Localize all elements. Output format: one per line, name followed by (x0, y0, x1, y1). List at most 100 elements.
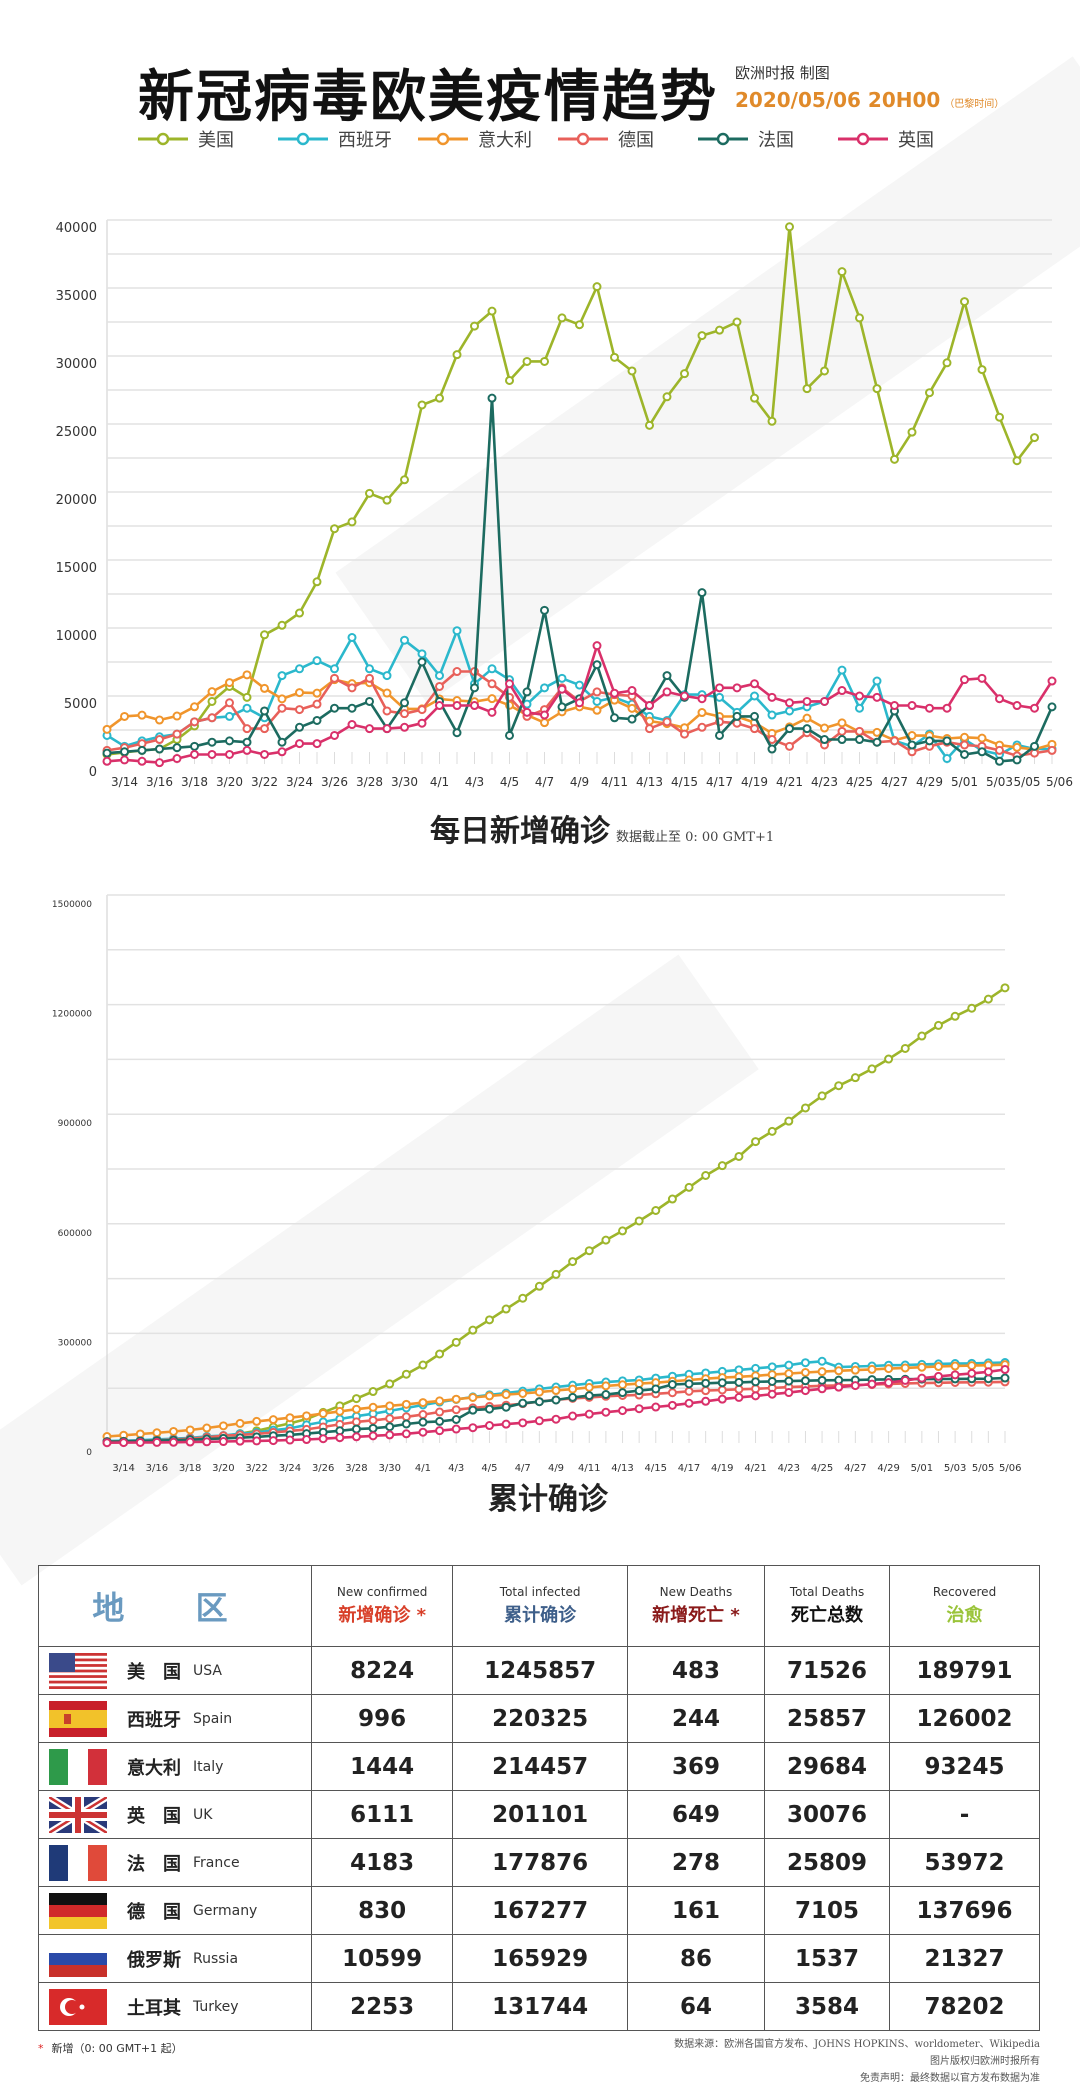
data-point (1000, 1373, 1010, 1383)
data-point (518, 1418, 528, 1428)
value-cell: 7105 (763, 1886, 891, 1935)
data-point (351, 1394, 361, 1404)
data-point (347, 720, 357, 730)
data-point (785, 706, 794, 716)
data-point (900, 1363, 910, 1373)
data-point (190, 717, 199, 727)
value-cell: 71526 (763, 1646, 891, 1695)
table-row: 意大利 Italy 1444 214457 369 29684 93245 (38, 1742, 1040, 1791)
country-name-cn: 意大利 (127, 1757, 181, 1779)
data-point (767, 416, 777, 426)
column-header: New Deaths 新增死亡 * (626, 1565, 765, 1647)
x-tick-label: 4/13 (636, 775, 663, 789)
data-point (697, 708, 707, 718)
data-point (684, 1379, 694, 1389)
value-cell: 21327 (889, 1934, 1040, 1983)
legend-item: 法国 (698, 126, 838, 152)
data-point (942, 703, 952, 713)
data-point (983, 994, 993, 1004)
x-tick-label: 3/20 (212, 1463, 234, 1474)
data-point (820, 735, 829, 745)
data-point (487, 707, 497, 717)
x-tick-label: 4/9 (548, 1463, 564, 1474)
data-point (960, 749, 969, 759)
data-point (802, 713, 812, 723)
country-name-en: USA (193, 1662, 222, 1679)
x-tick-label: 5/05 (1014, 775, 1041, 789)
data-point (817, 1356, 827, 1366)
data-point (169, 1437, 179, 1447)
data-point (750, 679, 759, 689)
data-point (995, 412, 1004, 422)
data-point (522, 707, 532, 717)
data-point (277, 703, 287, 713)
x-tick-label: 4/17 (678, 1463, 700, 1474)
data-point (568, 1257, 578, 1267)
data-point (701, 1386, 711, 1396)
country-name-cn: 土耳其 (127, 1997, 181, 2019)
data-point (767, 1376, 777, 1386)
table-header-row: 地 区 New confirmed 新增确诊 * Total infected 累计确… (38, 1565, 1040, 1647)
x-tick-label: 4/3 (465, 775, 484, 789)
country-cell: 土耳其 Turkey (38, 1982, 312, 2031)
data-point (435, 393, 444, 403)
data-point (634, 1216, 644, 1226)
page-title: 新冠病毒欧美疫情趋势 (138, 65, 718, 130)
data-point (817, 1375, 827, 1385)
x-tick-label: 3/28 (345, 1463, 367, 1474)
table-row: 美 国 USA 8224 1245857 483 71526 189791 (38, 1646, 1040, 1695)
data-point (701, 1171, 711, 1181)
data-point (120, 711, 129, 721)
data-point (347, 517, 357, 527)
country-cell: 美 国 USA (38, 1646, 312, 1695)
data-point (618, 1226, 628, 1236)
data-point (242, 703, 252, 713)
y-tick-label: 20000 (56, 493, 97, 508)
data-point (235, 1418, 245, 1428)
data-point (534, 1397, 544, 1407)
country-name-en: Germany (193, 1902, 258, 1919)
data-point (470, 701, 479, 711)
data-point (601, 1381, 611, 1391)
daily-chart-title-text: 每日新增确诊 (430, 814, 610, 849)
data-point (884, 1054, 894, 1064)
data-point (680, 369, 689, 379)
value-cell: 830 (310, 1886, 454, 1935)
data-point (302, 1435, 312, 1445)
x-tick-label: 4/15 (645, 1463, 667, 1474)
column-header: Total infected 累计确诊 (452, 1565, 628, 1647)
data-point (260, 706, 269, 716)
x-tick-label: 5/03 (944, 1463, 966, 1474)
legend-line-marker-icon (278, 132, 328, 146)
data-point (385, 1414, 395, 1424)
data-point (385, 1430, 395, 1440)
value-cell: 369 (626, 1742, 765, 1791)
series-line (106, 986, 1006, 1444)
value-cell: 64 (626, 1982, 765, 2031)
data-point (551, 1414, 561, 1424)
data-point (592, 641, 602, 651)
data-point (368, 1415, 378, 1425)
data-point (172, 754, 182, 764)
data-point (800, 1386, 810, 1396)
data-point (522, 687, 532, 697)
x-tick-label: 4/7 (535, 775, 554, 789)
data-point (834, 1366, 844, 1376)
column-header-en: New confirmed (336, 1585, 428, 1599)
data-point (400, 709, 409, 719)
data-point (501, 1304, 511, 1314)
data-point (680, 729, 689, 739)
data-point (417, 649, 427, 659)
data-point (487, 306, 497, 316)
data-point (584, 1409, 594, 1419)
data-point (451, 1394, 461, 1404)
data-point (717, 1394, 727, 1404)
data-point (717, 1161, 727, 1171)
data-point (451, 1414, 461, 1424)
data-point (785, 724, 794, 734)
legend-label: 意大利 (478, 130, 532, 151)
data-point (534, 1416, 544, 1426)
data-point (557, 684, 567, 694)
data-point (102, 1438, 112, 1448)
data-point (967, 1003, 977, 1013)
